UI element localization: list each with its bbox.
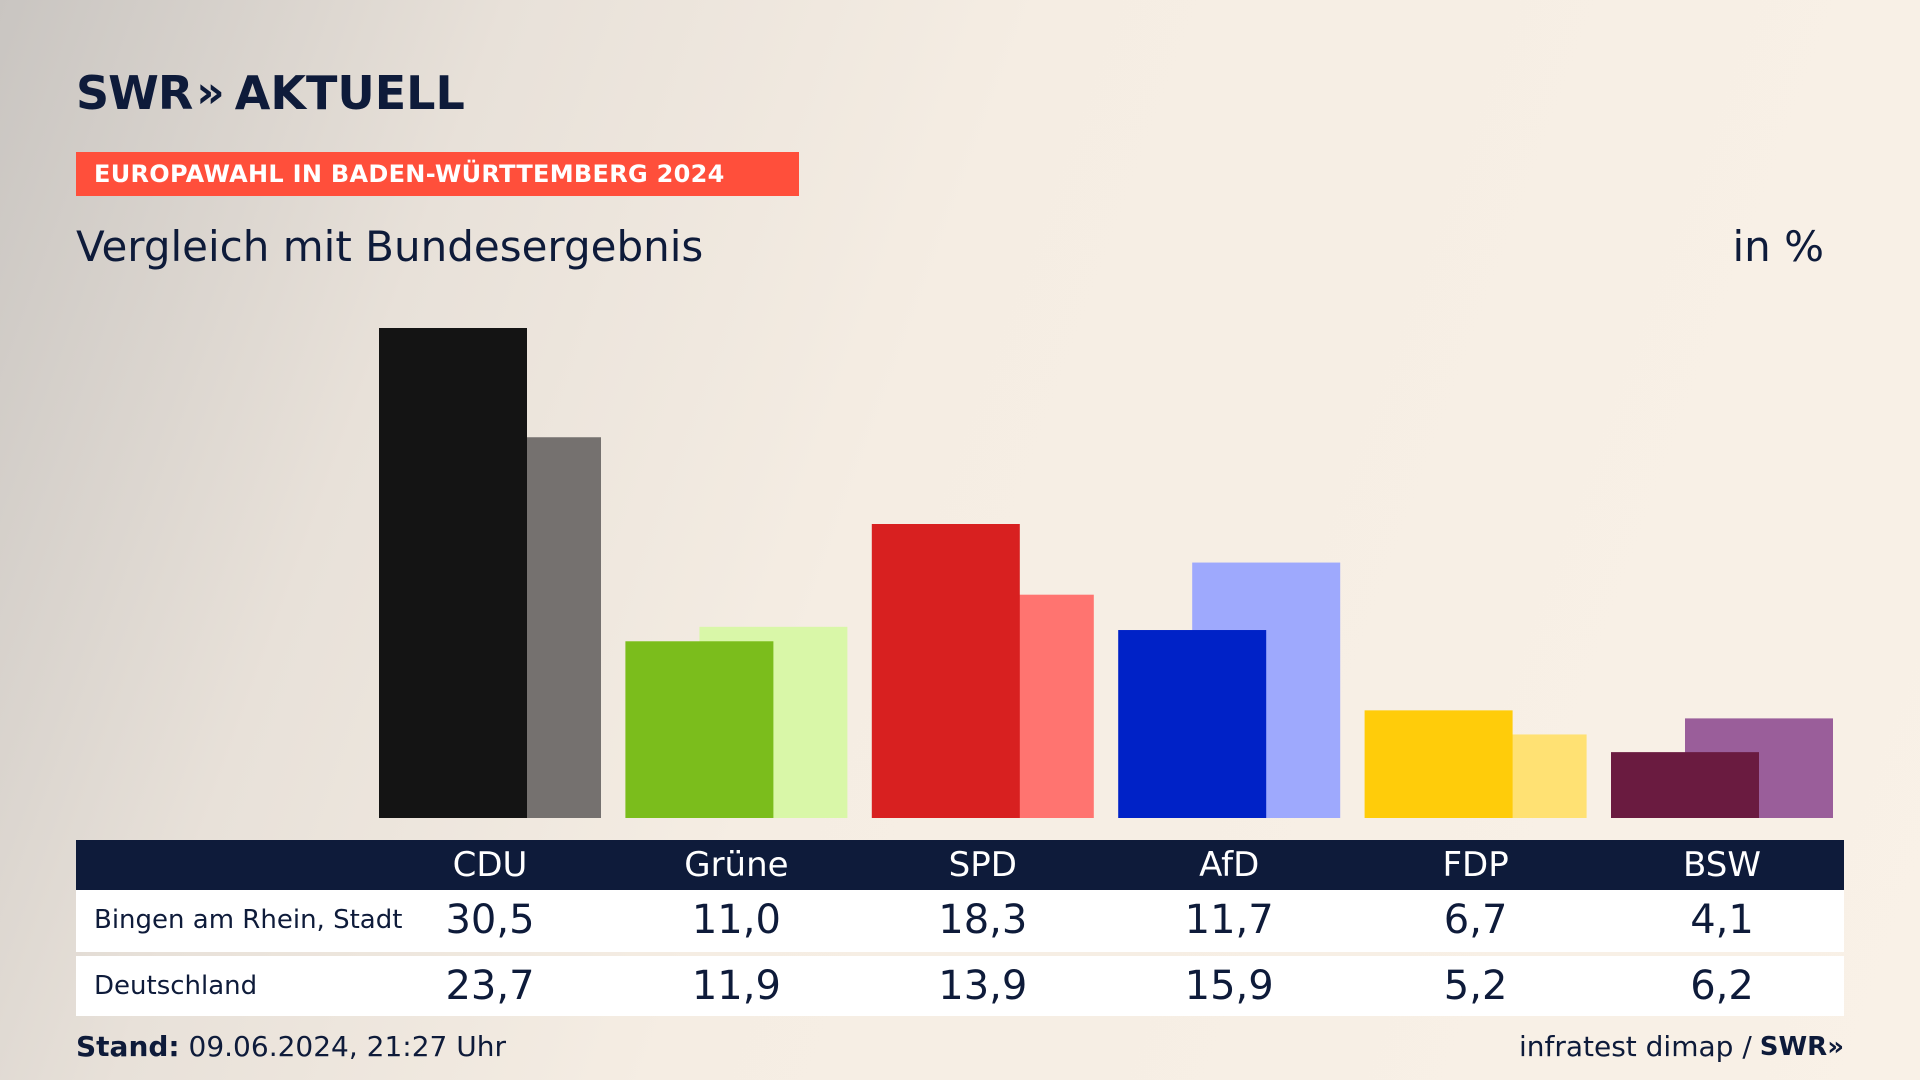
party-header-bsw: BSW: [1683, 845, 1761, 885]
value-cell: 11,0: [691, 897, 781, 943]
source-text: infratest dimap /: [1518, 1030, 1752, 1063]
party-header-spd: SPD: [948, 845, 1017, 885]
party-header-cdu: CDU: [452, 845, 528, 885]
stand-value: 09.06.2024, 21:27 Uhr: [188, 1030, 506, 1063]
timestamp: Stand: 09.06.2024, 21:27 Uhr: [76, 1030, 506, 1063]
party-header-afd: AfD: [1199, 845, 1260, 885]
bar-fdp-local: [1364, 710, 1513, 818]
value-cell: 5,2: [1443, 963, 1508, 1009]
swr-footer-logo: SWR»: [1759, 1031, 1844, 1062]
row-label: Deutschland: [94, 971, 258, 1001]
table-row: Deutschland 23,7 11,9 13,9 15,9 5,2 6,2: [76, 956, 1844, 1016]
swr-aktuell-logo: SWR » AKTUELL: [76, 70, 465, 116]
value-cell: 23,7: [445, 963, 535, 1009]
value-cell: 6,7: [1443, 897, 1508, 943]
bar-cdu-local: [379, 328, 527, 818]
bar-bsw-local: [1611, 752, 1759, 818]
table-header: CDU Grüne SPD AfD FDP BSW: [76, 840, 1844, 890]
bar-grüne-local: [625, 641, 774, 818]
party-header-grüne: Grüne: [684, 845, 789, 885]
value-cell: 11,9: [691, 963, 781, 1009]
bar-afd-local: [1118, 630, 1267, 818]
value-cell: 18,3: [938, 897, 1028, 943]
logo-swr-text: SWR: [76, 66, 193, 120]
value-cell: 6,2: [1690, 963, 1754, 1009]
results-table: CDU Grüne SPD AfD FDP BSW Bingen am Rhein, St…: [76, 840, 1844, 1016]
unit-label: in %: [1732, 222, 1824, 271]
chart-subtitle: Vergleich mit Bundesergebnis: [76, 222, 704, 271]
bar-chart: [379, 328, 1833, 818]
party-header-fdp: FDP: [1442, 845, 1509, 885]
value-cell: 4,1: [1690, 897, 1754, 943]
table-row: Bingen am Rhein, Stadt 30,5 11,0 18,3 11,7 6…: [76, 890, 1844, 952]
row-label: Bingen am Rhein, Stadt: [94, 905, 403, 935]
logo-aktuell-text: AKTUELL: [234, 66, 465, 120]
value-cell: 13,9: [938, 963, 1028, 1009]
value-cell: 15,9: [1184, 963, 1274, 1009]
source-credit: infratest dimap / SWR»: [1519, 1030, 1844, 1063]
value-cell: 11,7: [1184, 897, 1274, 943]
election-banner: EUROPAWAHL IN BADEN-WÜRTTEMBERG 2024: [76, 152, 799, 196]
stand-label: Stand:: [76, 1030, 180, 1063]
bar-spd-local: [871, 524, 1020, 818]
value-cell: 30,5: [445, 897, 535, 943]
